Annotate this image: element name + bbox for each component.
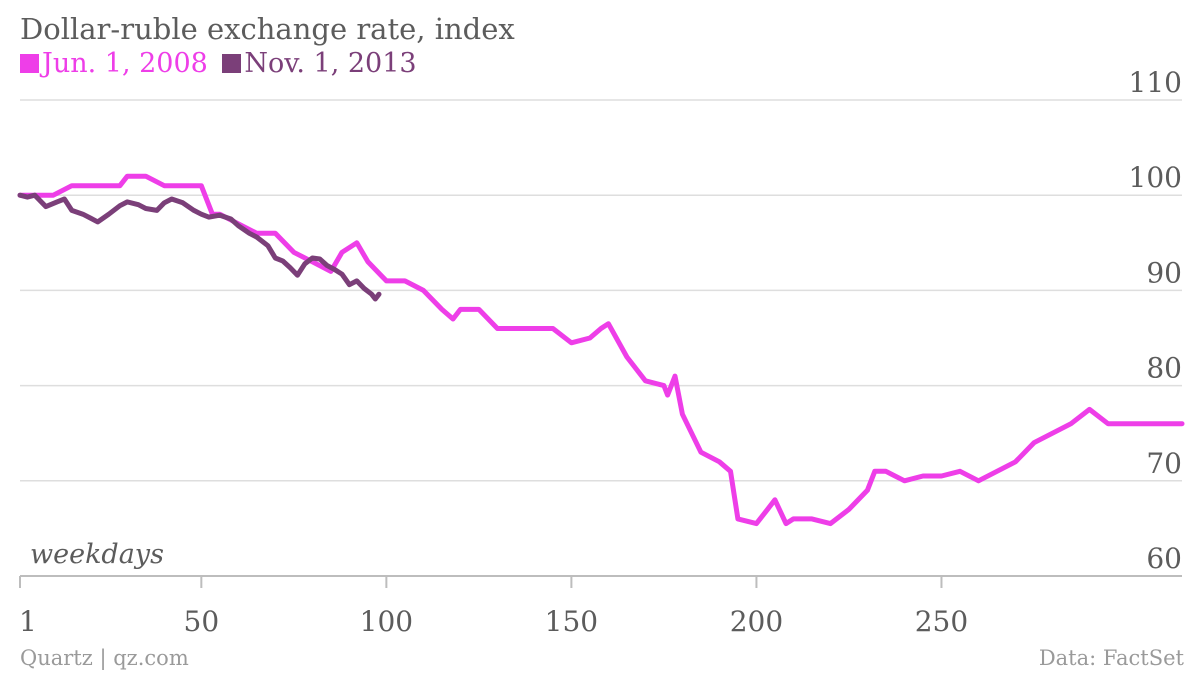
y-tick-label-60: 60: [1146, 542, 1182, 575]
x-tick-label-250: 250: [915, 605, 968, 638]
x-tick-label-50: 50: [184, 605, 220, 638]
legend-swatch-series-1: [20, 54, 39, 73]
x-tick-label-100: 100: [360, 605, 413, 638]
x-axis-label: weekdays: [30, 539, 164, 570]
series-line-2: [17, 192, 382, 302]
x-tick-label-200: 200: [730, 605, 783, 638]
chart-legend: Jun. 1, 2008 Nov. 1, 2013: [20, 48, 423, 79]
y-tick-label-70: 70: [1146, 447, 1182, 480]
y-tick-label-90: 90: [1146, 256, 1182, 289]
y-tick-label-80: 80: [1146, 352, 1182, 385]
legend-item-series-2: Nov. 1, 2013: [222, 48, 417, 79]
data-source: Data: FactSet: [1038, 646, 1184, 670]
legend-swatch-series-2: [222, 54, 242, 73]
legend-label-series-1: Jun. 1, 2008: [42, 48, 208, 79]
series-line-1: [17, 173, 1185, 527]
y-tick-label-110: 110: [1129, 66, 1182, 99]
x-tick-label-1: 1: [19, 605, 37, 638]
x-tick-label-150: 150: [545, 605, 598, 638]
chart-title: Dollar-ruble exchange rate, index: [20, 12, 515, 46]
publisher-credit: Quartz | qz.com: [20, 646, 189, 670]
legend-item-series-1: Jun. 1, 2008: [20, 48, 216, 79]
legend-label-series-2: Nov. 1, 2013: [244, 48, 417, 79]
y-tick-label-100: 100: [1129, 161, 1182, 194]
